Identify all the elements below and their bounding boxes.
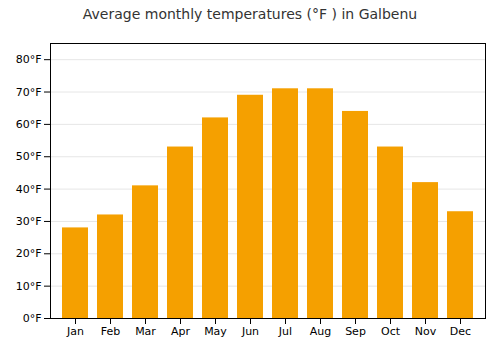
svg-text:80°F: 80°F (16, 53, 42, 66)
svg-text:50°F: 50°F (16, 150, 42, 163)
svg-text:70°F: 70°F (16, 86, 42, 99)
svg-text:0°F: 0°F (23, 312, 42, 325)
svg-text:Jul: Jul (278, 325, 292, 338)
svg-text:Nov: Nov (415, 325, 437, 338)
svg-text:30°F: 30°F (16, 215, 42, 228)
svg-text:Dec: Dec (450, 325, 471, 338)
svg-text:Apr: Apr (171, 325, 191, 338)
svg-text:May: May (204, 325, 227, 338)
svg-text:10°F: 10°F (16, 280, 42, 293)
html-text:Average monthly temperatures (: Average monthly temperatures (°F ) in Ga… (82, 6, 418, 22)
svg-text:Jan: Jan (66, 325, 84, 338)
svg-text:60°F: 60°F (16, 118, 42, 131)
svg-text:Mar: Mar (135, 325, 156, 338)
svg-text:Oct: Oct (381, 325, 401, 338)
svg-text:Feb: Feb (101, 325, 120, 338)
svg-text:Aug: Aug (310, 325, 331, 338)
svg-text:Jun: Jun (241, 325, 259, 338)
svg-text:40°F: 40°F (16, 183, 42, 196)
svg-text:20°F: 20°F (16, 247, 42, 260)
svg-text:Sep: Sep (345, 325, 366, 338)
